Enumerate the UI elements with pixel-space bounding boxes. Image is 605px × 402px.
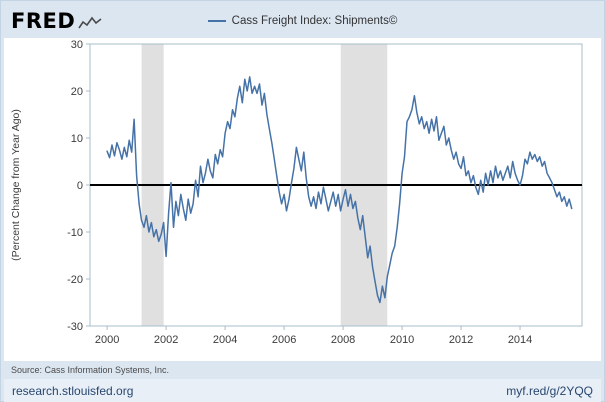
fred-logo-chart-icon xyxy=(78,16,102,29)
y-axis-title: (Percent Change from Year Ago) xyxy=(10,109,22,261)
x-tick-label: 2006 xyxy=(272,334,296,346)
x-tick-label: 2004 xyxy=(213,334,237,346)
footer-links: research.stlouisfed.org myf.red/g/2YQQ xyxy=(4,379,601,402)
freight-chart[interactable]: -30 -20 -10 0 10 20 30 2000 2002 2004 2006 2008 2010… xyxy=(4,38,603,356)
fred-logo[interactable]: FRED xyxy=(4,9,102,33)
y-tick-label: -10 xyxy=(67,227,83,239)
y-tick-label: -20 xyxy=(67,274,83,286)
series-line xyxy=(106,76,573,304)
legend-line-swatch xyxy=(207,20,226,22)
source-text: Source: Cass Information Systems, Inc. xyxy=(11,365,170,375)
x-tick-label: 2012 xyxy=(449,334,473,346)
y-tick-label: 20 xyxy=(71,86,83,98)
short-url-link[interactable]: myf.red/g/2YQQ xyxy=(506,383,593,398)
x-tick-label: 2014 xyxy=(508,334,532,346)
x-tick-label: 2000 xyxy=(95,334,119,346)
fred-site-link[interactable]: research.stlouisfed.org xyxy=(12,383,134,398)
y-tick-label: 30 xyxy=(71,39,83,51)
x-tick-label: 2010 xyxy=(390,334,414,346)
x-tick-label: 2008 xyxy=(331,334,355,346)
legend-label: Cass Freight Index: Shipments© xyxy=(231,15,398,27)
y-tick-label: 0 xyxy=(77,180,83,192)
y-tick-label: 10 xyxy=(71,133,83,145)
x-tick-label: 2002 xyxy=(154,334,178,346)
fred-logo-text: FRED xyxy=(11,9,76,33)
source-row: Source: Cass Information Systems, Inc. xyxy=(4,361,601,379)
y-tick-label: -30 xyxy=(67,321,83,333)
chart-area: -30 -20 -10 0 10 20 30 2000 2002 2004 2006 2008 2010… xyxy=(4,38,601,361)
chart-header: FRED Cass Freight Index: Shipments© xyxy=(4,4,601,38)
